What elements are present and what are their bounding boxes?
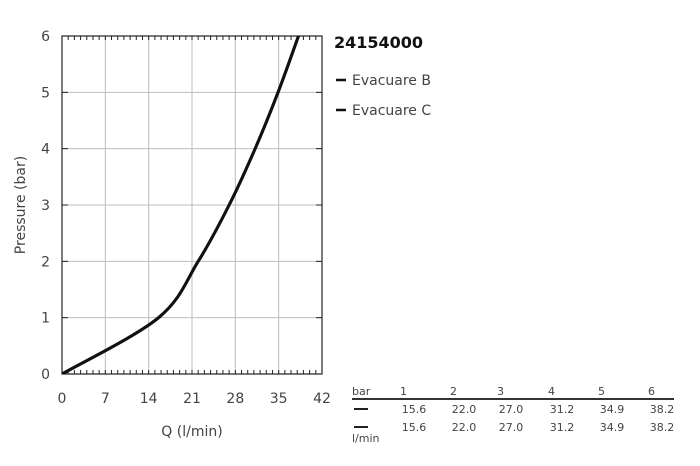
table-cell: 22.0 (452, 403, 477, 416)
x-tick-label: 42 (313, 391, 331, 407)
chart-title: 24154000 (334, 33, 423, 52)
table-cell: 22.0 (452, 421, 477, 434)
y-tick-label: 5 (41, 85, 50, 101)
table-cell: 15.6 (402, 403, 427, 416)
x-tick-label: 7 (101, 391, 110, 407)
x-tick-label: 28 (226, 391, 244, 407)
table-column-header: 3 (497, 385, 504, 398)
table-column-header: 6 (648, 385, 655, 398)
y-tick-label: 4 (41, 142, 50, 158)
x-tick-labels: 0 7 14 21 28 35 42 (58, 391, 331, 407)
series-line-evacuare-c (62, 36, 300, 374)
table-cell: 27.0 (499, 421, 524, 434)
table-header-label: bar (352, 385, 371, 398)
table-column-header: 4 (548, 385, 555, 398)
y-tick-label: 1 (41, 311, 50, 327)
legend-label: Evacuare B (352, 73, 431, 89)
legend: Evacuare B Evacuare C (336, 73, 431, 119)
x-tick-label: 0 (58, 391, 67, 407)
table-cell: 34.9 (600, 421, 625, 434)
grid (61, 35, 323, 375)
x-axis-label: Q (l/min) (161, 424, 222, 440)
table-cell: 34.9 (600, 403, 625, 416)
flow-table: bar 1 2 3 4 5 6 15.6 22.0 27.0 31.2 34.9 38.2 15.6 22.… (352, 385, 674, 445)
x-tick-label: 35 (270, 391, 288, 407)
table-column-header: 1 (400, 385, 407, 398)
tick-marks (61, 35, 323, 375)
y-tick-label: 3 (41, 198, 50, 214)
table-cell: 31.2 (550, 421, 575, 434)
table-cell: 31.2 (550, 403, 575, 416)
table-cell: 38.2 (650, 421, 675, 434)
x-tick-label: 21 (183, 391, 201, 407)
y-tick-label: 6 (41, 29, 50, 45)
curves (62, 36, 300, 374)
table-cell: 38.2 (650, 403, 675, 416)
table-cell: 27.0 (499, 403, 524, 416)
x-tick-label: 14 (140, 391, 158, 407)
y-tick-label: 0 (41, 367, 50, 383)
legend-label: Evacuare C (352, 103, 431, 119)
table-column-header: 2 (450, 385, 457, 398)
y-tick-labels: 0 1 2 3 4 5 6 (41, 29, 50, 383)
y-tick-label: 2 (41, 254, 50, 270)
table-unit-label: l/min (352, 432, 380, 445)
y-axis-label: Pressure (bar) (13, 156, 29, 254)
table-cell: 15.6 (402, 421, 427, 434)
table-column-header: 5 (598, 385, 605, 398)
